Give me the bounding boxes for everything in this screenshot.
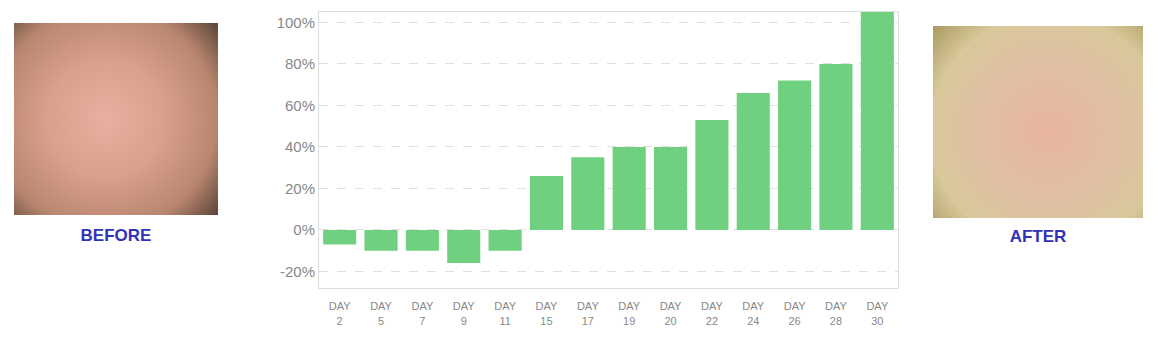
svg-text:20%: 20%	[285, 180, 315, 197]
svg-text:80%: 80%	[285, 55, 315, 72]
svg-text:DAY11: DAY11	[494, 300, 516, 326]
svg-text:100%: 100%	[277, 14, 315, 31]
svg-text:DAY24: DAY24	[742, 300, 764, 326]
svg-text:DAY28: DAY28	[825, 300, 847, 326]
svg-text:0%: 0%	[293, 221, 315, 238]
svg-text:60%: 60%	[285, 97, 315, 114]
svg-text:DAY9: DAY9	[453, 300, 475, 326]
svg-text:DAY17: DAY17	[577, 300, 599, 326]
svg-text:DAY15: DAY15	[536, 300, 558, 326]
html-text:BEFORE: BEFORE	[80, 226, 152, 245]
svg-text:DAY26: DAY26	[784, 300, 806, 326]
svg-text:DAY5: DAY5	[370, 300, 392, 326]
svg-text:DAY7: DAY7	[411, 300, 433, 326]
svg-text:DAY22: DAY22	[701, 300, 723, 326]
svg-text:-20%: -20%	[280, 263, 315, 280]
svg-text:DAY2: DAY2	[329, 300, 351, 326]
svg-text:40%: 40%	[285, 138, 315, 155]
html-text:AFTER: AFTER	[1009, 227, 1067, 246]
svg-text:DAY20: DAY20	[660, 300, 682, 326]
svg-text:DAY30: DAY30	[866, 300, 888, 326]
svg-text:DAY19: DAY19	[618, 300, 640, 326]
